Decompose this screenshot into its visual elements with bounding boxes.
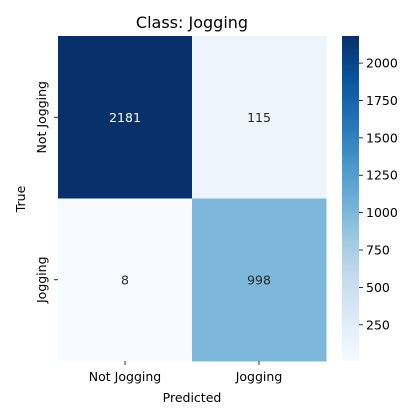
x-tick-label: Jogging: [235, 369, 283, 384]
y-axis-ticks: Not Jogging Jogging: [34, 81, 58, 304]
colorbar-tick-label: 1000: [366, 205, 398, 220]
cell-value-label: 8: [121, 272, 129, 287]
cell-value-label: 998: [247, 272, 271, 287]
colorbar-tick-label: 250: [366, 317, 390, 332]
heatmap-cell: [58, 36, 193, 199]
heatmap-cells: [58, 36, 327, 362]
heatmap-cell: [192, 36, 327, 199]
x-axis-ticks: Not Jogging Jogging: [89, 361, 282, 384]
colorbar-ticks: 250 500 750 1000 1250 1500 1750 2000: [359, 56, 398, 332]
heatmap-cell: [192, 198, 327, 362]
x-axis-label: Predicted: [163, 390, 222, 405]
heatmap-cell-labels: 2181 115 8 998: [109, 110, 271, 288]
colorbar-tick-label: 1500: [366, 130, 398, 145]
chart-title: Class: Jogging: [136, 13, 248, 32]
heatmap-cell: [58, 198, 193, 362]
colorbar-tick-label: 2000: [366, 56, 398, 71]
cell-value-label: 2181: [109, 110, 141, 125]
colorbar-tick-label: 1750: [366, 93, 398, 108]
y-tick-label: Not Jogging: [34, 81, 49, 153]
colorbar-tick-label: 1250: [366, 168, 398, 183]
y-axis-label: True: [13, 185, 28, 213]
colorbar: 250 500 750 1000 1250 1500 1750 2000: [342, 36, 398, 361]
y-tick-label: Jogging: [34, 256, 49, 304]
colorbar-tick-label: 750: [366, 243, 390, 258]
colorbar-tick-label: 500: [366, 280, 390, 295]
cell-value-label: 115: [247, 110, 271, 125]
colorbar-gradient: [342, 36, 359, 361]
x-tick-label: Not Jogging: [89, 369, 161, 384]
